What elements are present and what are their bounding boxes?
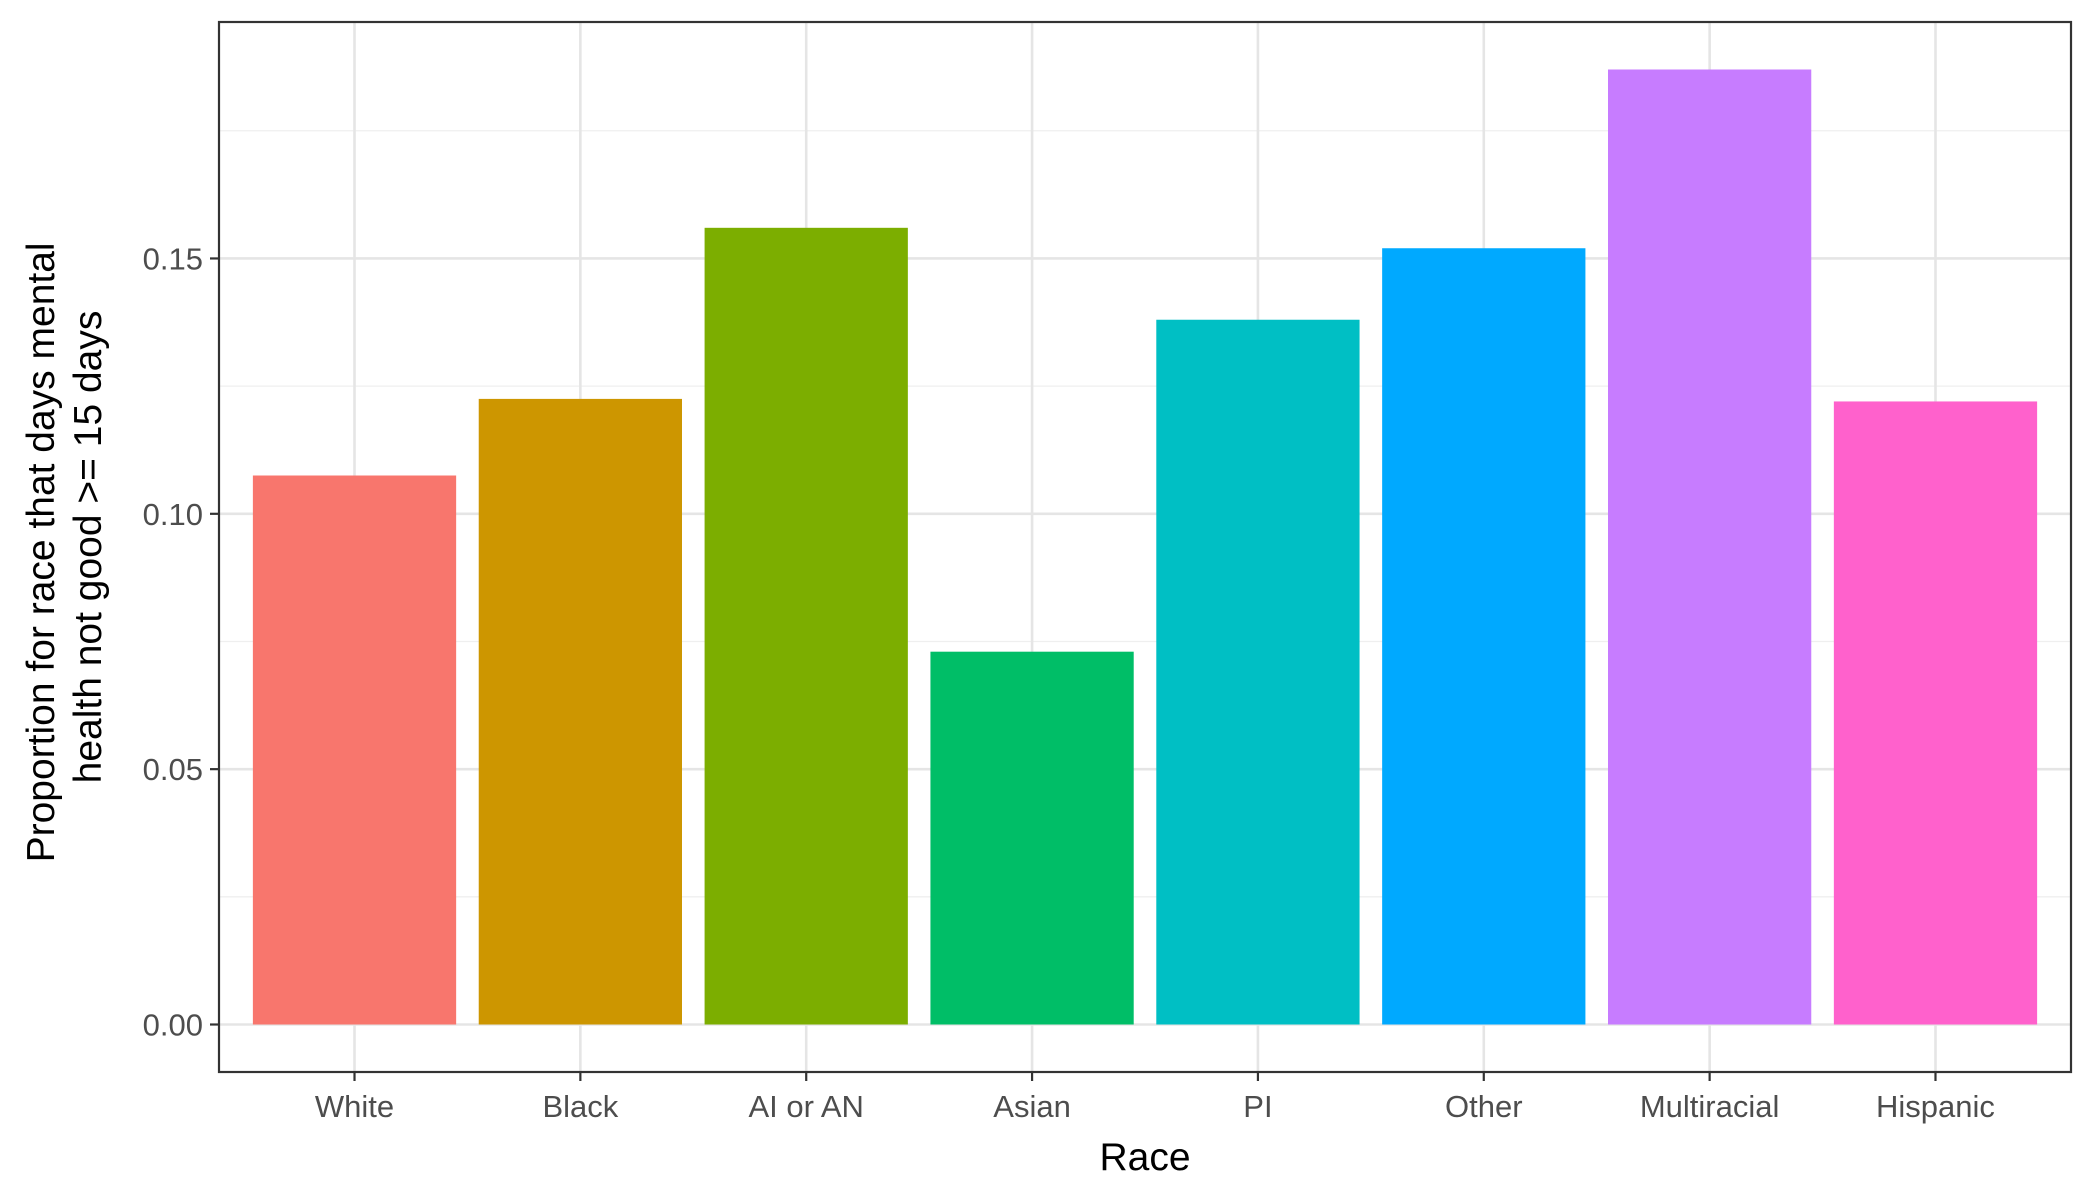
x-tick-label: PI [1243,1089,1272,1124]
y-tick-label: 0.10 [143,497,203,532]
x-tick-label: Hispanic [1876,1089,1995,1124]
y-axis-title-line-2: health not good >= 15 days [67,311,110,784]
bar-black [479,399,682,1025]
y-tick-label: 0.05 [143,752,203,787]
y-axis-title-line-1: Proportion for race that days mental [20,242,63,862]
x-axis-title: Race [1099,1136,1190,1179]
bar-ai-or-an [705,228,908,1025]
bar-pi [1156,320,1359,1025]
bar-asian [930,652,1133,1025]
bar-hispanic [1834,401,2037,1024]
x-axis: White Black AI or AN Asian PI Other Multiracia… [315,1072,1995,1124]
x-tick-label: Multiracial [1640,1089,1780,1124]
x-tick-label: Black [542,1089,618,1124]
x-tick-label: Other [1445,1089,1523,1124]
bar-multiracial [1608,69,1811,1024]
bar-white [253,476,456,1025]
y-axis: 0.00 0.05 0.10 0.15 [143,241,219,1042]
x-tick-label: Asian [993,1089,1071,1124]
y-tick-label: 0.15 [143,241,203,276]
bar-other [1382,248,1585,1024]
x-tick-label: AI or AN [749,1089,864,1124]
y-tick-label: 0.00 [143,1008,203,1043]
y-axis-title: Proportion for race that days mental hea… [20,232,110,863]
x-tick-label: White [315,1089,394,1124]
